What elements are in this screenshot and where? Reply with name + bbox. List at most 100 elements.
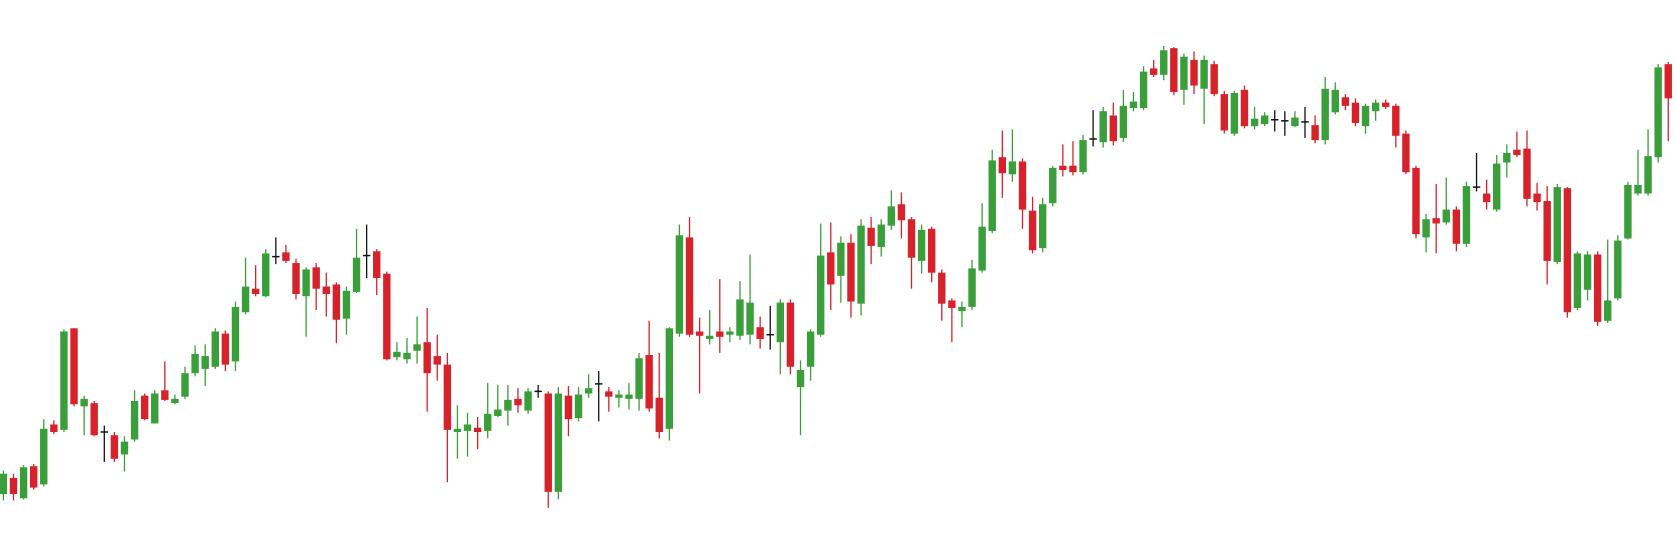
candle-body [1563, 188, 1572, 313]
candle-body [625, 394, 633, 399]
candle-body [1382, 102, 1390, 107]
candle-body [907, 219, 916, 258]
candle-body [90, 403, 98, 436]
candle-body [554, 393, 563, 492]
candle-body [70, 328, 78, 405]
candle-body [756, 327, 764, 339]
candle-body [1573, 253, 1582, 308]
candle-body [988, 160, 996, 231]
candle-body [1341, 97, 1350, 106]
candle-body [998, 157, 1007, 174]
candle-body [1139, 71, 1148, 108]
candle-body [151, 393, 159, 424]
candle-body [635, 358, 643, 399]
candle-body [342, 290, 351, 319]
candle-body [665, 328, 674, 429]
candle-body [1493, 163, 1501, 210]
candle-body [292, 263, 300, 295]
candle-body [1200, 59, 1208, 89]
candle-body [1402, 133, 1410, 173]
candle-body [251, 288, 260, 295]
candle-body [1442, 209, 1450, 223]
candle-body [1624, 184, 1632, 239]
candle-body [938, 272, 946, 304]
candle-body [645, 355, 653, 409]
candle-body [706, 335, 714, 339]
candle-body [1079, 140, 1087, 173]
candle-body [1129, 101, 1138, 108]
candle-body [1230, 93, 1239, 134]
candle-body [120, 441, 129, 455]
candle-body [1543, 201, 1551, 261]
candle-body [877, 224, 885, 248]
candle-body [262, 253, 270, 297]
candle-body [1028, 210, 1037, 251]
candle-body [413, 344, 421, 351]
candle-body [302, 269, 310, 297]
candle-body [796, 369, 805, 388]
candle-body [1462, 186, 1471, 244]
candle-body [494, 409, 502, 416]
candle-body [1361, 105, 1370, 127]
candle-body [695, 331, 704, 336]
candle-body [1452, 209, 1461, 244]
candle-body [1069, 165, 1077, 173]
candle-body [181, 373, 189, 397]
candle-body [1392, 105, 1400, 136]
candle-body [1482, 193, 1491, 203]
candle-body [524, 391, 532, 411]
candle-body [827, 252, 835, 285]
candle-body [393, 351, 401, 358]
candle-body [80, 398, 88, 407]
candle-body [1291, 117, 1299, 127]
candle-body [927, 228, 936, 273]
candle-body [837, 242, 845, 276]
candle-body [50, 424, 58, 432]
candle-body [1250, 118, 1259, 127]
candle-body [1170, 48, 1178, 92]
candle-body [574, 394, 583, 419]
candle-body [1240, 89, 1249, 127]
candle-body [241, 286, 250, 313]
candle-body [605, 391, 613, 397]
candle-body [1210, 64, 1218, 95]
candle-body [332, 284, 341, 320]
candle-body [857, 225, 865, 304]
candle-body [322, 286, 330, 295]
candle-body [1351, 102, 1360, 123]
candle-body [201, 356, 209, 369]
candle-body [130, 400, 139, 440]
candle-body [504, 399, 512, 411]
candle-body [1059, 165, 1067, 171]
candle-body [1109, 115, 1117, 142]
candle-body [806, 331, 815, 367]
candle-body [1644, 156, 1652, 194]
candle-body [383, 273, 391, 360]
candle-body [847, 242, 855, 302]
candle-body [473, 427, 482, 432]
candle-body [887, 206, 896, 226]
candle-body [1664, 64, 1672, 99]
candle-body [917, 229, 926, 261]
candle-body [1593, 254, 1602, 322]
candle-body [1008, 161, 1017, 175]
candle-body [40, 428, 48, 485]
candle-body [726, 331, 734, 335]
candle-body [1220, 94, 1228, 131]
candle-body [1321, 88, 1329, 141]
candle-body [1260, 115, 1269, 125]
candle-body [1583, 254, 1592, 290]
candle-body [453, 428, 462, 432]
candle-body [161, 390, 169, 400]
candle-body [403, 352, 411, 360]
candle-body [746, 302, 754, 335]
candle-body [140, 395, 149, 420]
candle-body [685, 237, 694, 335]
candle-body [423, 342, 431, 374]
candle-body [484, 413, 492, 431]
candle-body [564, 395, 573, 420]
candle-body [1371, 102, 1380, 112]
candle-body [282, 252, 290, 261]
candle-body [1160, 50, 1168, 75]
